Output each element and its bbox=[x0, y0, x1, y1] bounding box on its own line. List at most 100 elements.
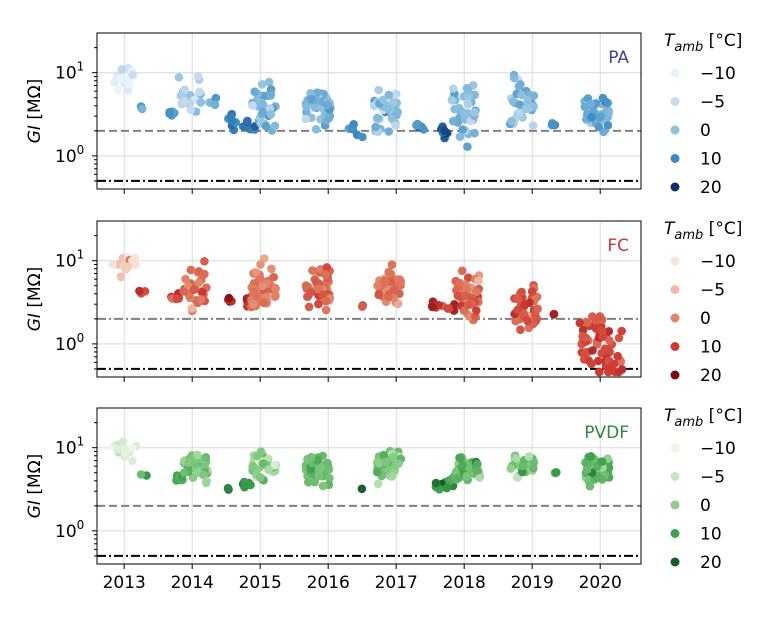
data-point bbox=[307, 94, 316, 104]
data-point bbox=[256, 260, 265, 269]
data-point bbox=[457, 266, 467, 276]
data-point bbox=[306, 288, 315, 297]
data-point bbox=[528, 121, 538, 130]
data-point bbox=[186, 265, 196, 275]
y-axis-unit: [MΩ] bbox=[25, 454, 45, 500]
data-point bbox=[516, 80, 525, 89]
legend-title-symbol: T bbox=[664, 31, 676, 51]
x-tick-label: 2019 bbox=[511, 573, 554, 593]
data-point bbox=[448, 116, 458, 126]
x-tick-label: 2013 bbox=[103, 573, 146, 593]
legend-value: 20 bbox=[700, 178, 722, 198]
data-point bbox=[449, 84, 458, 93]
data-point bbox=[248, 462, 258, 471]
data-point bbox=[241, 480, 250, 490]
chart-panel-pvdf: 100 101 2013 2014 2015 2016 2017 2018 2019 2020 GI… bbox=[25, 407, 642, 593]
data-point bbox=[371, 122, 380, 132]
data-point bbox=[440, 126, 449, 136]
legend-swatch bbox=[670, 529, 680, 538]
legend-swatch bbox=[670, 256, 680, 266]
data-point bbox=[453, 474, 462, 483]
data-point bbox=[357, 302, 367, 311]
data-point bbox=[475, 473, 484, 482]
data-point bbox=[533, 304, 542, 314]
data-point bbox=[386, 269, 396, 278]
data-point bbox=[463, 142, 472, 151]
data-point bbox=[184, 458, 193, 467]
data-point bbox=[605, 336, 614, 345]
data-point bbox=[462, 83, 472, 93]
data-point bbox=[597, 457, 607, 466]
data-point bbox=[597, 326, 607, 336]
y-tick-exponent: 0 bbox=[77, 331, 85, 345]
data-point bbox=[470, 108, 479, 117]
data-point bbox=[575, 318, 585, 328]
data-point bbox=[513, 294, 523, 304]
data-point bbox=[311, 125, 321, 134]
data-point bbox=[471, 287, 481, 297]
data-point bbox=[189, 285, 199, 295]
legend-title: Tamb [°C] bbox=[664, 406, 742, 430]
y-axis-label: GI [MΩ] bbox=[25, 454, 45, 519]
y-axis-label: GI [MΩ] bbox=[25, 267, 45, 332]
y-tick-label: 100 bbox=[55, 331, 84, 355]
x-tick-label: 2018 bbox=[443, 573, 486, 593]
data-point bbox=[474, 276, 483, 286]
data-point bbox=[271, 284, 281, 293]
data-point bbox=[250, 87, 259, 96]
data-point bbox=[200, 257, 209, 266]
y-tick-label: 100 bbox=[55, 518, 84, 542]
x-tick-label: 2017 bbox=[375, 573, 418, 593]
legend-title-unit: [°C] bbox=[703, 406, 742, 426]
legend-value: 20 bbox=[700, 553, 722, 573]
panel-label: FC bbox=[607, 236, 629, 256]
data-point bbox=[113, 85, 123, 95]
data-points bbox=[109, 437, 614, 494]
data-point bbox=[595, 312, 605, 321]
data-point bbox=[516, 325, 525, 335]
data-point bbox=[520, 300, 529, 310]
data-point bbox=[128, 70, 137, 80]
data-point bbox=[259, 298, 269, 308]
data-point bbox=[264, 77, 274, 87]
data-point bbox=[604, 106, 613, 116]
data-point bbox=[458, 461, 467, 470]
data-point bbox=[582, 465, 592, 474]
data-point bbox=[116, 272, 126, 282]
legend-value: −5 bbox=[700, 93, 725, 113]
data-point bbox=[384, 127, 394, 136]
data-point bbox=[310, 477, 320, 487]
data-point bbox=[527, 287, 537, 296]
data-point bbox=[588, 312, 597, 321]
panel-label: PA bbox=[608, 48, 629, 68]
axes-frame bbox=[96, 220, 642, 378]
axes-frame bbox=[96, 407, 642, 565]
data-point bbox=[271, 292, 280, 301]
data-point bbox=[165, 109, 174, 118]
data-point bbox=[256, 274, 265, 284]
y-tick-label: 101 bbox=[55, 248, 84, 272]
data-point bbox=[323, 458, 332, 468]
data-point bbox=[224, 293, 234, 303]
data-point bbox=[455, 278, 464, 288]
x-tick-label: 2016 bbox=[307, 573, 350, 593]
x-tick-label: 2020 bbox=[579, 573, 622, 593]
y-tick-exponent: 1 bbox=[77, 60, 85, 74]
data-point bbox=[252, 451, 262, 461]
colorbar-legend: Tamb [°C] −10 −5 0 10 20 bbox=[664, 31, 742, 198]
data-point bbox=[380, 276, 390, 286]
data-point bbox=[524, 452, 534, 461]
legend-swatch bbox=[670, 285, 680, 294]
legend-title: Tamb [°C] bbox=[664, 31, 742, 55]
data-point bbox=[515, 100, 525, 109]
data-point bbox=[257, 80, 267, 89]
legend-value: −5 bbox=[700, 468, 725, 488]
data-point bbox=[267, 264, 276, 274]
data-point bbox=[447, 96, 457, 105]
data-points bbox=[110, 63, 614, 151]
colorbar-legend: Tamb [°C] −10 −5 0 10 20 bbox=[664, 406, 742, 573]
data-point bbox=[252, 291, 261, 301]
data-point bbox=[389, 286, 398, 295]
data-point bbox=[595, 473, 604, 482]
legend-swatch bbox=[670, 443, 680, 453]
